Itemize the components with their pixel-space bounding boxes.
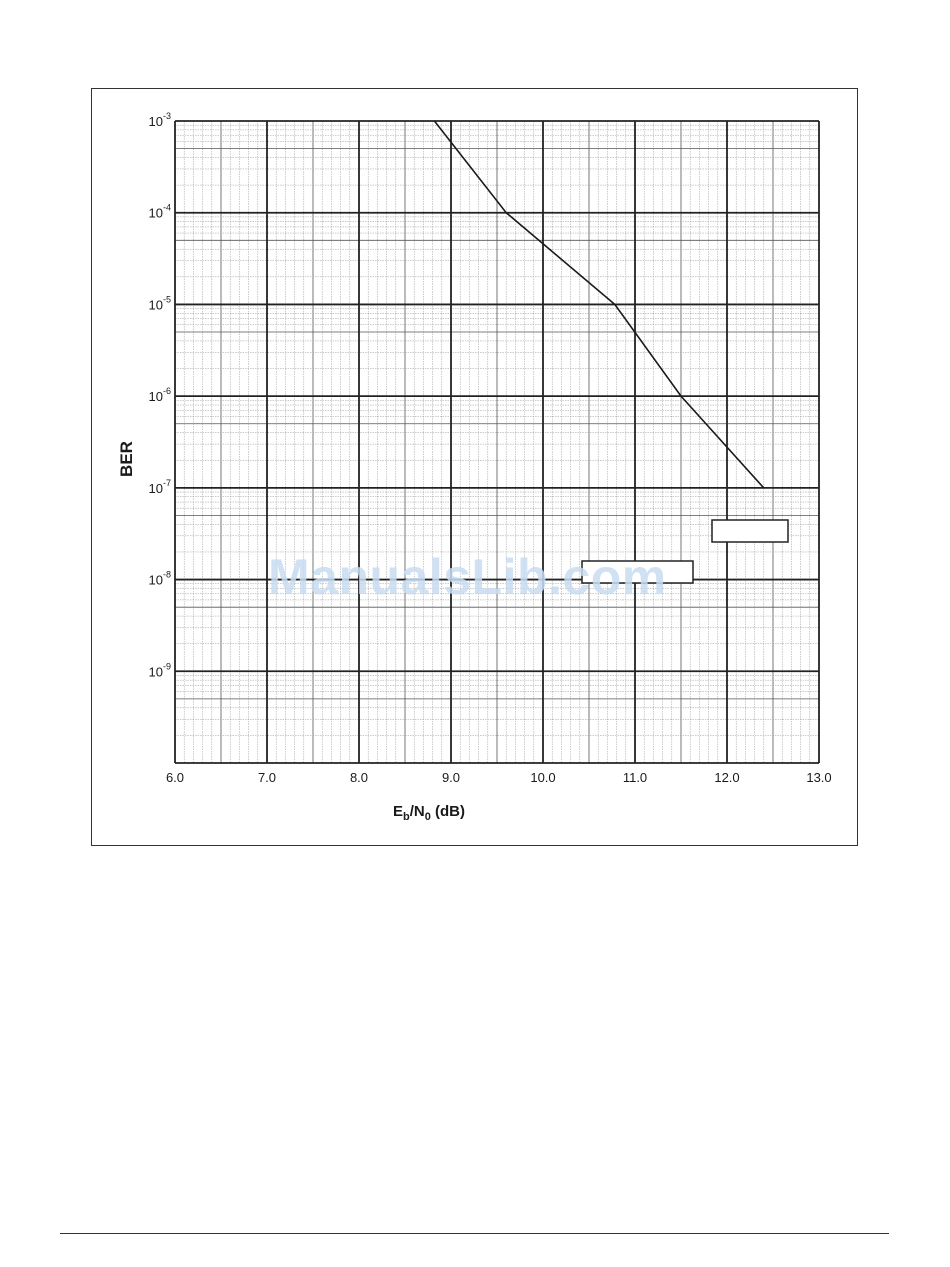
x-axis-title-sub2: 0 (425, 811, 431, 823)
y-tick-label: 10-6 (149, 386, 171, 404)
x-tick-label: 11.0 (623, 770, 647, 785)
x-tick-label: 10.0 (530, 770, 555, 785)
series-line (433, 120, 765, 489)
x-axis-title-main: E (393, 803, 403, 820)
x-axis-title-tail: (dB) (431, 803, 465, 820)
y-tick-label: 10-8 (149, 570, 171, 588)
y-tick-label: 10-7 (149, 478, 171, 496)
grid-major (174, 120, 820, 764)
y-tick-label: 10-9 (149, 661, 171, 679)
watermark: ManualsLib.com (268, 549, 667, 605)
x-tick-label: 8.0 (350, 770, 368, 785)
x-tick-label: 12.0 (714, 770, 739, 785)
y-tick-labels: 10-3 10-4 10-5 10-6 10-7 10-8 10-9 (149, 111, 171, 679)
x-tick-label: 13.0 (806, 770, 831, 785)
y-tick-label: 10-5 (149, 294, 171, 312)
x-axis-title-sub1: b (403, 811, 410, 823)
x-tick-label: 7.0 (258, 770, 276, 785)
legend-box-lower (581, 560, 694, 584)
chart-frame: 6.0 7.0 8.0 9.0 10.0 11.0 12.0 13.0 10-3 10-4 10-… (91, 88, 858, 846)
ber-chart: 6.0 7.0 8.0 9.0 10.0 11.0 12.0 13.0 10-310-410-… (117, 111, 832, 823)
x-axis-title: Eb/N0 (dB) (393, 803, 465, 823)
y-tick-label: 10-4 (149, 203, 171, 221)
x-tick-label: 9.0 (442, 770, 460, 785)
y-axis-title: BER (117, 441, 136, 477)
x-axis-title-mid: /N (410, 803, 425, 820)
x-tick-labels: 6.0 7.0 8.0 9.0 10.0 11.0 12.0 13.0 (166, 770, 832, 785)
grid-minor (175, 121, 819, 763)
series-layer (433, 120, 765, 489)
legend-box-upper (711, 519, 789, 543)
footer-rule (60, 1233, 889, 1234)
x-tick-label: 6.0 (166, 770, 184, 785)
y-tick-label: 10-3 (149, 111, 171, 129)
